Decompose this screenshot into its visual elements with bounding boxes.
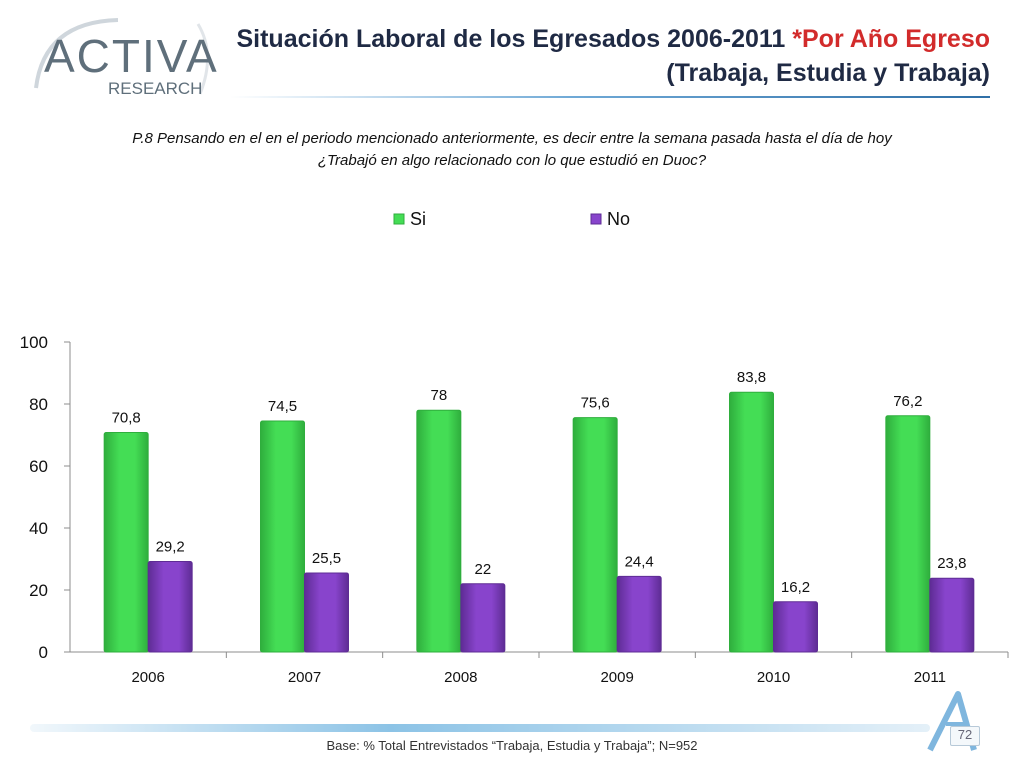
legend-label-no: No bbox=[607, 209, 630, 229]
question-line-1: P.8 Pensando en el en el periodo mencion… bbox=[132, 130, 892, 147]
bar-si-2011 bbox=[885, 415, 931, 653]
bar-no-2009 bbox=[616, 575, 662, 653]
data-label-no-2011: 23,8 bbox=[937, 555, 966, 572]
title-underline bbox=[230, 96, 990, 98]
bar-no-2011 bbox=[929, 577, 975, 653]
bar-no-2007 bbox=[304, 572, 349, 653]
data-label-no-2007: 25,5 bbox=[312, 550, 341, 567]
data-label-si-2006: 70,8 bbox=[112, 410, 141, 427]
x-tick-label: 2006 bbox=[131, 669, 164, 686]
y-tick-label: 40 bbox=[29, 519, 48, 538]
legend-swatch-no bbox=[590, 213, 602, 225]
survey-question: P.8 Pensando en el en el periodo mencion… bbox=[40, 128, 984, 172]
data-label-si-2009: 75,6 bbox=[581, 395, 610, 412]
data-label-no-2008: 22 bbox=[474, 561, 491, 578]
logo-swoosh bbox=[34, 18, 119, 89]
y-tick-label: 20 bbox=[29, 581, 48, 600]
y-tick-label: 0 bbox=[39, 643, 48, 662]
activa-research-logo: ACTIVA RESEARCH bbox=[34, 18, 219, 98]
data-label-si-2007: 74,5 bbox=[268, 398, 297, 415]
bar-si-2010 bbox=[729, 391, 774, 653]
title-subtitle: (Trabaja, Estudia y Trabaja) bbox=[666, 59, 990, 87]
question-line-2: ¿Trabajó en algo relacionado con lo que … bbox=[317, 152, 707, 169]
x-tick-label: 2009 bbox=[600, 669, 633, 686]
y-tick-label: 80 bbox=[29, 395, 48, 414]
bar-no-2008 bbox=[460, 583, 506, 653]
title-main: Situación Laboral de los Egresados 2006-… bbox=[236, 25, 793, 53]
x-tick-label: 2008 bbox=[444, 669, 477, 686]
bar-no-2010 bbox=[773, 601, 818, 653]
bar-si-2008 bbox=[416, 409, 462, 653]
x-tick-label: 2007 bbox=[288, 669, 321, 686]
x-tick-label: 2011 bbox=[914, 669, 946, 686]
base-footnote: Base: % Total Entrevistados “Trabaja, Es… bbox=[326, 738, 698, 753]
y-tick-label: 60 bbox=[29, 457, 48, 476]
data-label-no-2010: 16,2 bbox=[781, 579, 810, 596]
bar-si-2007 bbox=[260, 420, 305, 653]
bar-chart: Si No 0 20 40 60 80 100 70,8 29,2 2006 74,5 25,5 2007… bbox=[20, 209, 1009, 686]
bar-si-2006 bbox=[103, 432, 149, 653]
logo-wordmark: ACTIVA bbox=[44, 30, 219, 82]
legend-label-si: Si bbox=[410, 209, 426, 229]
data-label-no-2006: 29,2 bbox=[156, 538, 185, 555]
legend-swatch-si bbox=[393, 213, 405, 225]
data-label-si-2011: 76,2 bbox=[893, 393, 922, 410]
data-label-no-2009: 24,4 bbox=[625, 553, 654, 570]
title-accent: *Por Año Egreso bbox=[792, 25, 990, 53]
data-label-si-2010: 83,8 bbox=[737, 369, 766, 386]
slide-title: Situación Laboral de los Egresados 2006-… bbox=[230, 22, 990, 90]
footer-divider bbox=[30, 724, 930, 732]
bar-no-2006 bbox=[147, 560, 193, 653]
data-label-si-2008: 78 bbox=[430, 387, 447, 404]
logo-swoosh-right bbox=[196, 23, 210, 95]
bar-si-2009 bbox=[572, 417, 618, 653]
page-number: 72 bbox=[950, 726, 980, 746]
x-tick-label: 2010 bbox=[757, 669, 790, 686]
y-tick-label: 100 bbox=[20, 333, 48, 352]
logo-subtitle: RESEARCH bbox=[108, 79, 202, 98]
